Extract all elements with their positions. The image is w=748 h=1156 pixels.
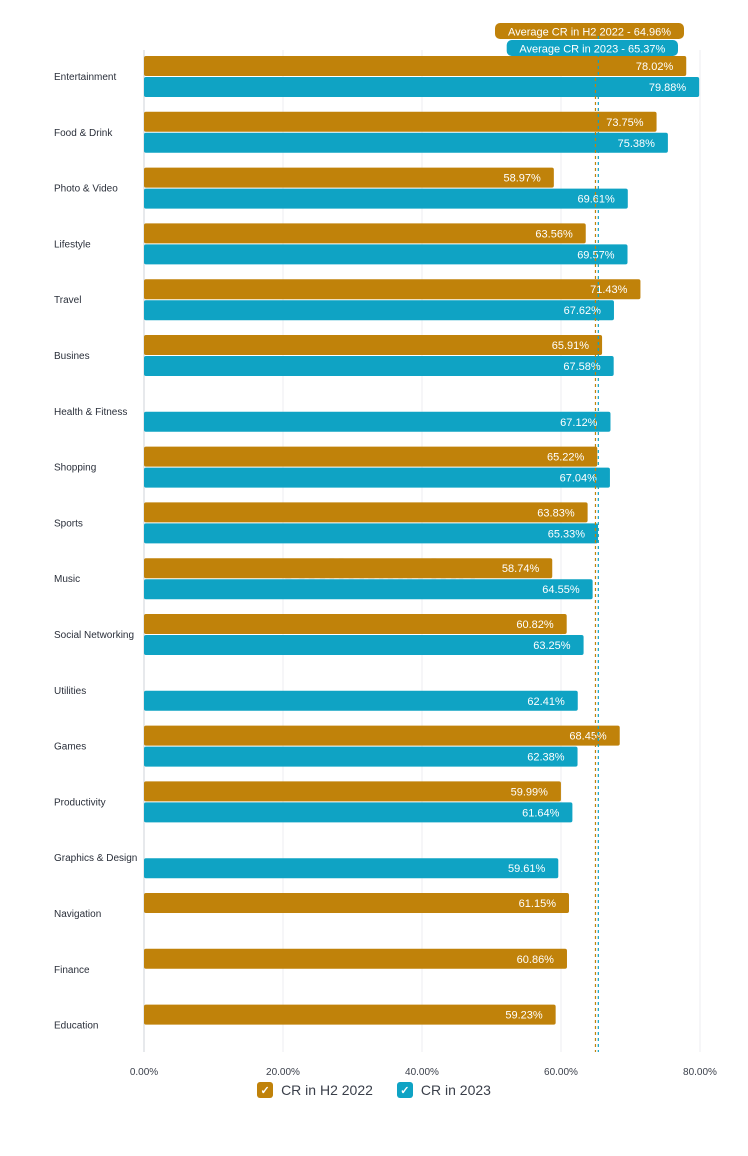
x-tick-label: 20.00% [266,1067,300,1078]
x-tick-label: 0.00% [130,1067,158,1078]
bar [144,244,628,265]
category-label: Music [54,574,80,585]
category-label: Finance [54,965,90,976]
bar [144,802,573,823]
bar [144,781,561,802]
data-label: 62.38% [527,752,565,764]
bar [144,893,569,913]
legend-item-h2-2022[interactable]: ✓ CR in H2 2022 [257,1082,373,1098]
bar [144,111,657,132]
bar [144,446,598,467]
bar [144,56,687,76]
data-label: 67.62% [564,305,602,317]
bar [144,77,700,97]
reference-label-box [506,40,678,56]
data-label: 62.41% [527,696,565,708]
bar [144,725,620,746]
data-label: 63.25% [533,640,571,652]
category-label: Sports [54,518,83,529]
category-label: Graphics & Design [54,853,137,864]
data-label: 65.33% [548,528,586,540]
bar [144,502,588,523]
data-label: 59.61% [508,863,546,875]
data-label: 61.15% [519,898,557,910]
reference-label: Average CR in 2023 - 65.37% [519,44,665,56]
bar [144,300,614,321]
data-label: 58.74% [502,563,540,575]
data-label: 75.38% [618,138,656,150]
category-label: Travel [54,295,81,306]
data-label: 64.55% [542,584,580,596]
x-tick-label: 80.00% [683,1067,717,1078]
data-label: 63.56% [535,228,573,240]
bar [144,614,567,634]
category-label: Navigation [54,909,101,920]
data-label: 59.99% [511,786,549,798]
category-label: Shopping [54,463,96,474]
data-label: 69.61% [577,194,615,206]
reference-label-box [495,23,684,39]
bar [144,635,584,655]
category-label: Lifestyle [54,239,91,250]
bar [144,558,553,579]
data-label: 67.58% [563,361,601,373]
bar [144,132,668,153]
bar [144,746,578,767]
bar [144,188,628,209]
data-label: 69.57% [577,249,615,261]
data-label: 65.22% [547,452,585,464]
reference-label: Average CR in H2 2022 - 64.96% [508,27,671,39]
bar [144,467,610,488]
bar [144,335,603,355]
data-label: 63.83% [537,507,575,519]
data-label: 67.04% [560,473,598,485]
data-label: 68.45% [569,731,607,743]
category-label: Busines [54,351,90,362]
data-label: 79.88% [649,82,687,94]
data-label: 61.64% [522,807,560,819]
bar [144,223,586,244]
bar [144,523,599,544]
category-label: Social Networking [54,630,134,641]
legend-label-2023: CR in 2023 [420,1082,491,1098]
category-label: Photo & Video [54,184,118,195]
checkbox-checked-icon[interactable]: ✓ [396,1082,413,1098]
bar [144,167,554,188]
bar [144,1004,556,1025]
data-label: 59.23% [505,1010,543,1022]
bar [144,356,614,376]
x-tick-label: 40.00% [405,1067,439,1078]
category-label: Health & Fitness [54,407,127,418]
data-label: 67.12% [560,417,598,429]
category-label: Productivity [54,797,106,808]
bar [144,279,641,300]
category-label: Games [54,742,86,753]
data-label: 71.43% [590,284,628,296]
category-label: Food & Drink [54,128,113,139]
bar [144,690,578,711]
chart-legend: ✓ CR in H2 2022 ✓ CR in 2023 [0,1082,748,1098]
data-label: 58.97% [504,173,542,185]
checkbox-checked-icon[interactable]: ✓ [257,1082,274,1098]
bar [144,948,567,969]
x-tick-label: 60.00% [544,1067,578,1078]
bar [144,411,611,432]
bar [144,579,593,600]
data-label: 73.75% [606,117,644,129]
data-label: 65.91% [552,340,590,352]
category-label: Education [54,1021,98,1032]
legend-label-h2-2022: CR in H2 2022 [281,1082,373,1098]
bar [144,858,559,879]
data-label: 78.02% [636,61,674,73]
category-label: Utilities [54,686,86,697]
category-label: Entertainment [54,72,116,83]
data-label: 60.86% [517,954,555,966]
data-label: 60.82% [516,619,554,631]
legend-item-2023[interactable]: ✓ CR in 2023 [396,1082,491,1098]
